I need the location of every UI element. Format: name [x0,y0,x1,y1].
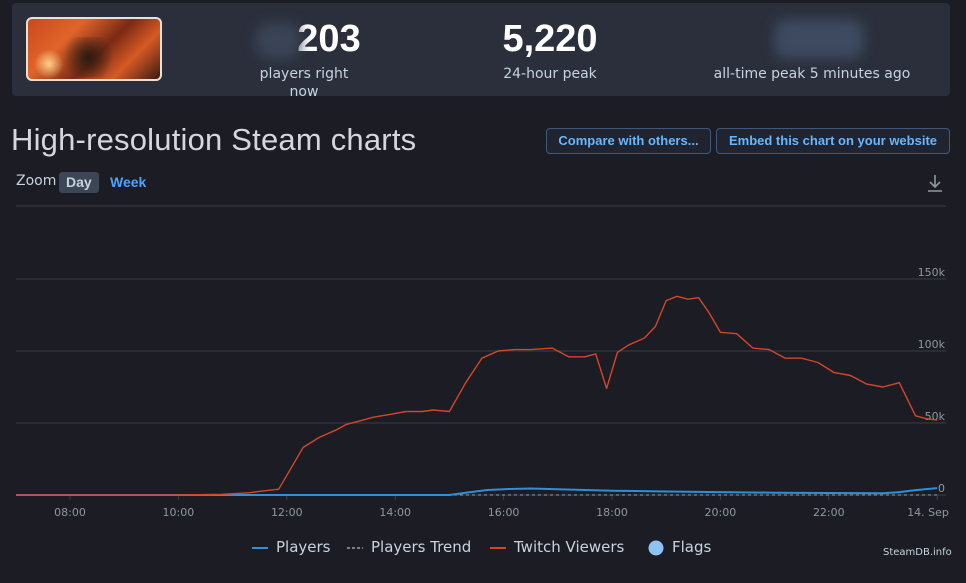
chart-legend: Players Players Trend Twitch Viewers Fla… [0,538,966,558]
x-tick-label: 14:00 [379,506,411,519]
legend-item-twitch-viewers[interactable]: Twitch Viewers [490,538,624,558]
blurred-digit [256,23,300,59]
steamdb-credit[interactable]: SteamDB.info [883,547,952,558]
game-thumbnail[interactable] [26,17,162,81]
page-title: High-resolution Steam charts [11,122,417,157]
compare-button[interactable]: Compare with others... [546,128,711,154]
legend-label-flags: Flags [672,538,712,556]
y-tick-label: 50k [925,410,946,423]
x-tick-label: 10:00 [163,506,195,519]
legend-item-players[interactable]: Players [252,538,331,558]
download-icon[interactable] [924,172,946,194]
all-time-peak-label: all-time peak 5 minutes ago [713,66,911,82]
x-tick-label: 14. Sep [907,506,949,519]
twitch-swatch [490,546,506,549]
peak-24h-stat: 5,220 24-hour peak [488,19,612,83]
x-tick-label: 22:00 [813,506,845,519]
x-tick-label: 08:00 [54,506,86,519]
series-twitch-viewers[interactable] [16,295,938,496]
x-tick-label: 18:00 [596,506,628,519]
zoom-label: Zoom [16,173,57,189]
x-tick-label: 12:00 [271,506,303,519]
current-players-stat: 203 players right now [244,19,364,101]
players-swatch [252,546,268,549]
all-time-peak-stat: all-time peak 5 minutes ago [712,19,912,83]
peak-24h-value: 5,220 [502,18,598,60]
zoom-day-button[interactable]: Day [59,172,99,193]
thumbnail-glow [34,49,64,79]
series-players[interactable] [16,487,938,496]
players-trend-swatch [347,546,363,549]
blurred-all-time-value [774,19,864,59]
current-players-label: players right now [259,66,349,100]
embed-button[interactable]: Embed this chart on your website [716,128,950,154]
thumbnail-figure [58,37,118,77]
legend-label-twitch-viewers: Twitch Viewers [514,538,625,556]
legend-item-flags[interactable]: Flags [648,538,711,558]
x-tick-label: 16:00 [488,506,520,519]
y-tick-label: 0 [938,482,945,495]
stats-card: 203 players right now 5,220 24-hour peak… [12,3,950,100]
x-tick-label: 20:00 [705,506,737,519]
legend-item-players-trend[interactable]: Players Trend [347,538,471,558]
flags-swatch [648,540,664,555]
zoom-week-button[interactable]: Week [110,174,147,190]
legend-label-players: Players [276,538,331,556]
peak-24h-label: 24-hour peak [503,66,597,82]
legend-label-players-trend: Players Trend [371,538,472,556]
player-chart[interactable]: 0 50k 100k 150k 08:00 10:00 12:00 14:00 16:00 18:… [0,200,966,530]
y-tick-label: 100k [918,338,946,351]
current-players-value: 203 [297,18,361,60]
y-tick-label: 150k [918,266,946,279]
